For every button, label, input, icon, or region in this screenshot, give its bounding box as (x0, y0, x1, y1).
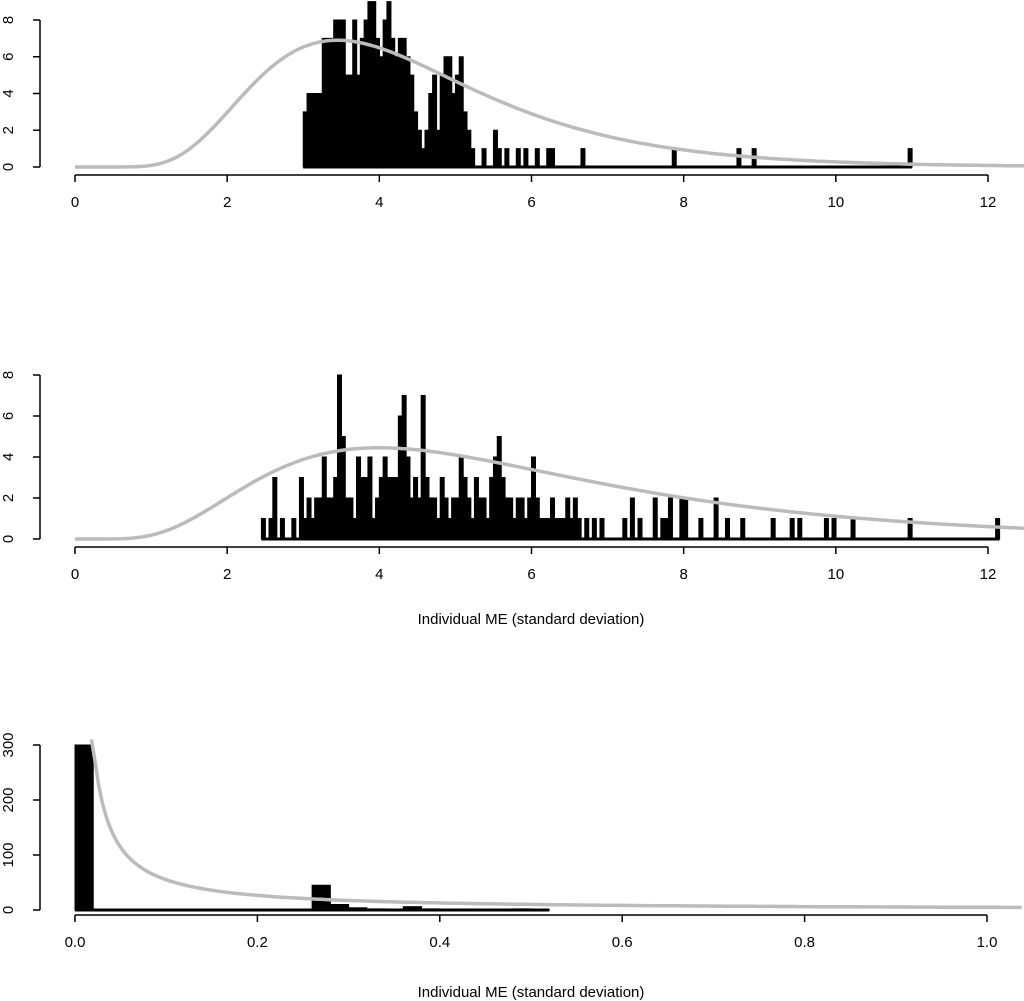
histogram-bar (481, 148, 487, 168)
histogram-bar (907, 148, 913, 168)
x-tick-label: 12 (980, 194, 997, 211)
histogram-bar (523, 148, 529, 168)
histogram-bar (652, 497, 658, 540)
x-tick-label: 0.6 (612, 934, 633, 951)
histogram-bar (591, 518, 597, 540)
y-tick-label: 0 (0, 906, 17, 914)
y-tick-label: 8 (0, 16, 17, 24)
histogram-panel-middle: 0 2 4 6 8 10 12 0 2 4 6 8 (0, 371, 1024, 583)
histogram-bar (421, 908, 441, 911)
histogram-bar (348, 907, 368, 911)
histogram-bar (432, 74, 438, 168)
histogram-bar (671, 148, 677, 168)
x-tick-label: 2 (223, 566, 231, 583)
histogram-bar (512, 908, 532, 911)
histogram-bar (420, 395, 426, 540)
histogram-bar (740, 518, 746, 540)
x-tick-label: 1.0 (977, 934, 998, 951)
histogram-bar (637, 518, 643, 540)
histogram-bar (279, 518, 285, 540)
histogram-bar (530, 908, 550, 911)
y-tick-label: 0 (0, 535, 17, 543)
fitted-curve (75, 38, 1024, 169)
x-axis-title-middle: Individual ME (standard deviation) (418, 611, 645, 628)
histogram-bar (599, 518, 605, 540)
histogram-bar (797, 518, 803, 540)
x-tick-label: 12 (980, 566, 997, 583)
histogram-bar (683, 497, 689, 540)
x-tick-label: 8 (679, 566, 687, 583)
x-tick-label: 4 (375, 194, 383, 211)
y-tick-label: 300 (0, 732, 17, 757)
histogram-bar (622, 518, 628, 540)
x-tick-label: 0.4 (429, 934, 450, 951)
histogram-bar (367, 456, 373, 540)
x-tick-label: 0.0 (65, 934, 86, 951)
y-tick-label: 2 (0, 494, 17, 502)
histogram-bar (667, 497, 673, 540)
histogram-bar (576, 518, 582, 540)
histogram-bar (907, 518, 913, 540)
x-tick-label: 10 (827, 194, 844, 211)
histogram-bar (475, 908, 496, 911)
histogram-bar (340, 436, 346, 540)
histogram-bar (470, 148, 476, 168)
histogram-panel-top: 0 2 4 6 8 10 12 0 2 4 6 8 (0, 1, 1024, 211)
x-tick-label: 6 (527, 566, 535, 583)
histogram-bar (74, 744, 94, 911)
histogram-bar (629, 497, 635, 540)
histogram-bar (823, 518, 829, 540)
histogram-bar (496, 148, 502, 168)
y-tick-label: 100 (0, 842, 17, 867)
y-tick-label: 0 (0, 163, 17, 171)
histogram-bar (260, 518, 266, 540)
y-tick-label: 6 (0, 53, 17, 61)
histogram-bar (291, 518, 297, 540)
x-tick-label: 10 (827, 566, 844, 583)
x-tick-label: 6 (527, 194, 535, 211)
x-tick-label: 2 (223, 194, 231, 211)
fitted-curve (89, 739, 1022, 910)
y-tick-label: 4 (0, 89, 17, 97)
histogram-bar (770, 518, 776, 540)
histogram-bar (713, 497, 719, 540)
histogram-bar (850, 518, 856, 540)
histogram-bar (580, 148, 586, 168)
histogram-bar (584, 518, 590, 540)
histogram-bar (515, 148, 521, 168)
y-tick-label: 8 (0, 371, 17, 379)
x-axis-title-bottom: Individual ME (standard deviation) (418, 984, 645, 1001)
y-tick-label: 4 (0, 453, 17, 461)
histogram-bar (504, 148, 510, 168)
y-tick-label: 200 (0, 787, 17, 812)
histogram-bar (298, 477, 304, 540)
histogram-bar (366, 908, 386, 911)
x-tick-label: 8 (679, 194, 687, 211)
x-tick-label: 0.8 (794, 934, 815, 951)
x-tick-label: 0 (71, 194, 79, 211)
histogram-bar (831, 518, 837, 540)
fitted-curve (75, 446, 1024, 541)
histogram-bar (329, 904, 350, 911)
histogram-bar (402, 906, 423, 911)
x-tick-label: 0.2 (247, 934, 268, 951)
x-tick-label: 4 (375, 566, 383, 583)
histogram-panel-bottom: 0.0 0.2 0.4 0.6 0.8 1.0 0 100 200 300 (0, 732, 1022, 951)
histogram-bar (698, 518, 704, 540)
histogram-bar (725, 518, 731, 540)
histogram-bar (272, 477, 278, 540)
histogram-bar (550, 148, 556, 168)
x-tick-label: 0 (71, 566, 79, 583)
y-tick-label: 2 (0, 126, 17, 134)
y-tick-label: 6 (0, 412, 17, 420)
histogram-bar (789, 518, 795, 540)
histogram-bar (534, 148, 540, 168)
